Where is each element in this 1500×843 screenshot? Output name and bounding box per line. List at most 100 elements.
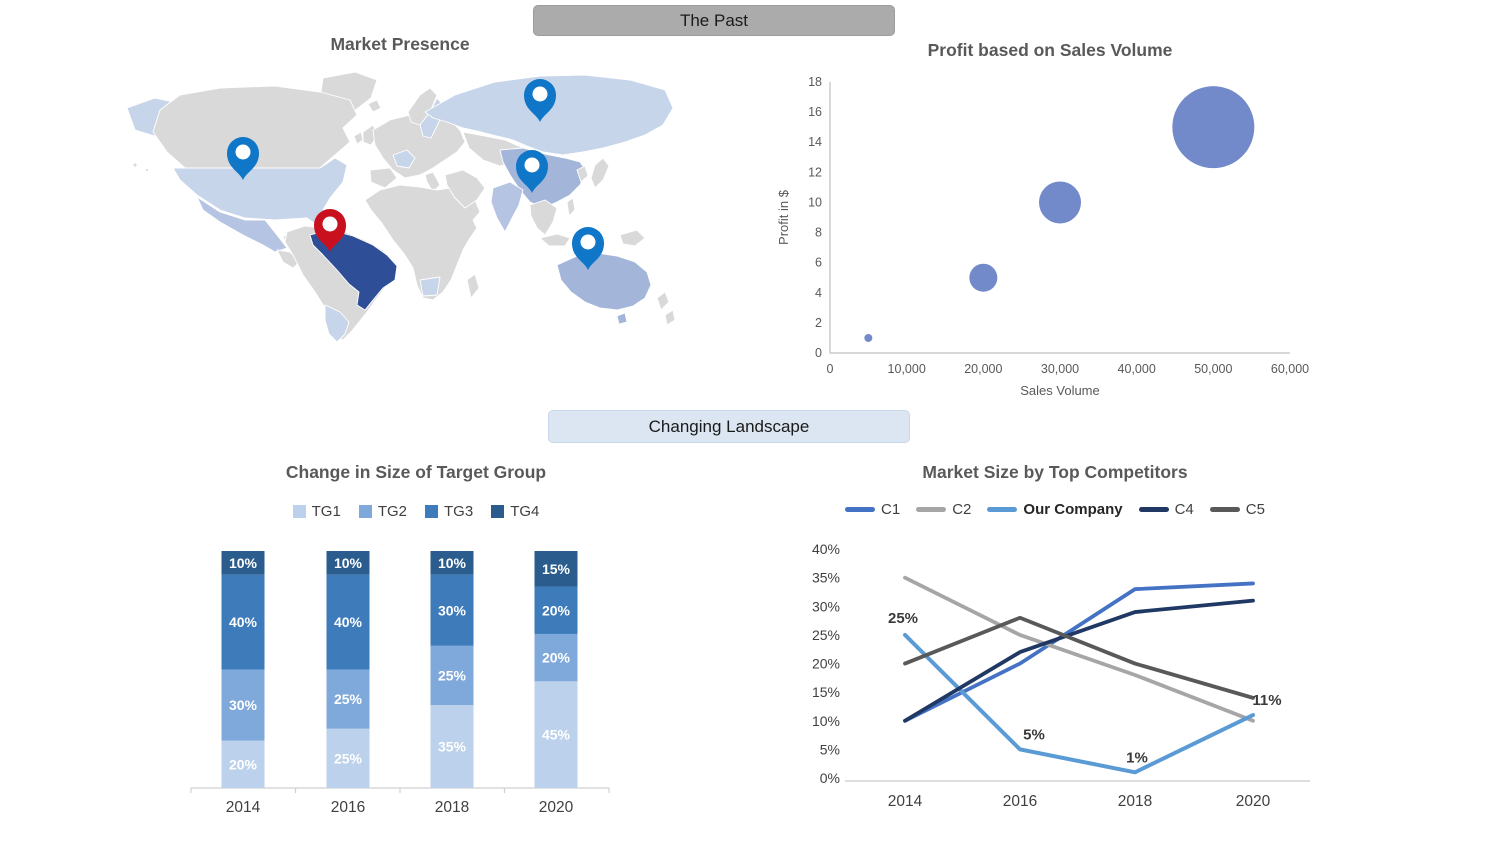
line-series-c2	[903, 575, 1255, 723]
bar-segment-tg3	[221, 574, 265, 670]
y-tick-label: 20%	[812, 656, 840, 672]
bubble-chart: 0 2 4 6 8 10 12 14 16 18 0 10,000 20,000 30,000 40,000…	[776, 75, 1309, 398]
legend-label: Our Company	[1023, 501, 1123, 518]
y-tick-label: 12	[808, 165, 822, 179]
bar-segment-tg3	[326, 574, 370, 670]
y-tick-label: 15%	[812, 684, 840, 700]
x-category-label: 2016	[331, 799, 365, 816]
x-category-label: 2014	[888, 793, 923, 810]
location-pin-icon-australia	[572, 227, 604, 270]
section-banner-changing-landscape: Changing Landscape	[548, 410, 910, 443]
y-tick-label: 5%	[820, 741, 840, 757]
x-category-label: 2020	[539, 799, 574, 816]
bar-segment-label: 30%	[229, 697, 258, 713]
bubble-point	[864, 333, 873, 342]
bar-segment-label: 20%	[542, 602, 571, 618]
pin-hole	[235, 144, 251, 160]
bubble-chart-title: Profit based on Sales Volume	[927, 40, 1173, 60]
legend-label: C1	[881, 501, 901, 518]
y-tick-label: 0%	[820, 770, 840, 786]
bar-chart-legend: TG1 TG2 TG3 TG4	[186, 503, 646, 520]
legend-label: TG3	[444, 503, 474, 520]
axes	[829, 82, 1290, 354]
region-russia	[424, 74, 674, 156]
y-tick-label: 35%	[812, 570, 840, 586]
map-pins	[227, 79, 604, 270]
region-australia	[556, 252, 652, 311]
region-iberia	[369, 167, 398, 189]
data-label: 25%	[888, 610, 918, 627]
bar-segment-label: 10%	[229, 555, 258, 571]
category-axis	[190, 787, 610, 793]
location-pin-icon-brazil	[314, 209, 346, 252]
bar-segment-tg1	[534, 681, 578, 788]
x-tick-label: 0	[827, 362, 834, 376]
legend-item-our-company: Our Company	[987, 501, 1123, 518]
x-tick-label: 50,000	[1194, 362, 1232, 376]
bar-segment-tg4	[326, 551, 370, 575]
legend-label: C4	[1174, 501, 1194, 518]
bar-segment-label: 40%	[334, 614, 363, 630]
bar-segment-tg2	[326, 669, 370, 729]
bar-segment-tg1	[326, 728, 370, 788]
region-italy	[424, 171, 441, 193]
legend-item-tg4: TG4	[491, 503, 539, 520]
y-tick-label: 30%	[812, 598, 840, 614]
region-philippines	[566, 197, 576, 217]
legend-label: C5	[1245, 501, 1265, 518]
bar-segment-label: 35%	[438, 739, 467, 755]
y-tick-label: 2	[815, 316, 822, 330]
region-madagascar	[466, 273, 480, 299]
y-tick-label: 6	[815, 256, 822, 270]
pin-hole	[524, 157, 540, 173]
legend-item-c1: C1	[845, 501, 900, 518]
location-pin-icon-united-states	[227, 137, 259, 180]
bar-segment-tg4	[534, 551, 578, 587]
bar-segment-label: 25%	[438, 667, 467, 683]
region-hawaii	[132, 162, 138, 168]
region-new-guinea	[619, 229, 646, 247]
region-middle-east	[444, 169, 486, 209]
world-map	[126, 71, 675, 343]
y-axis-title: Profit in $	[776, 189, 791, 245]
bubble-point	[1039, 181, 1081, 224]
bar-segment-label: 10%	[438, 555, 467, 571]
legend-label: C2	[952, 501, 972, 518]
x-tick-label: 20,000	[964, 362, 1002, 376]
legend-label: TG4	[510, 503, 540, 520]
section-banner-the-past: The Past	[533, 5, 895, 36]
legend-item-c5: C5	[1209, 501, 1265, 518]
bar-segment-tg2	[430, 645, 474, 706]
region-new-zealand	[656, 291, 675, 326]
x-tick-label: 10,000	[888, 362, 926, 376]
legend-item-tg2: TG2	[358, 503, 407, 520]
bar-segment-tg4	[430, 551, 474, 575]
pin-hole	[580, 234, 596, 250]
region-tasmania	[616, 312, 628, 325]
line-chart: 40% 35% 30% 25% 20% 15% 10% 5% 0% 2014 2016 2018 202…	[812, 541, 1310, 810]
map-regions	[126, 71, 675, 343]
data-label: 5%	[1023, 726, 1045, 743]
x-category-label: 2018	[435, 799, 469, 816]
line-chart-legend: C1 C2 Our Company C4 C5	[790, 501, 1320, 518]
pin-hole	[322, 216, 338, 232]
bar-chart-title: Change in Size of Target Group	[285, 462, 547, 482]
legend-item-c2: C2	[916, 501, 971, 518]
bubble-point	[969, 263, 998, 292]
bar-segment-tg1	[430, 705, 474, 788]
bar-segment-label: 15%	[542, 561, 571, 577]
region-france	[392, 149, 416, 169]
bar-segment-label: 30%	[438, 602, 467, 618]
legend-swatch	[491, 505, 505, 518]
line-series-c4	[903, 598, 1255, 723]
data-label: 11%	[1252, 692, 1281, 709]
y-tick-label: 14	[808, 135, 822, 149]
region-argentina	[324, 304, 350, 343]
region-brazil	[309, 229, 398, 311]
legend-swatch	[358, 505, 372, 518]
bar-segment-tg3	[430, 574, 474, 646]
legend-item-tg3: TG3	[425, 503, 473, 520]
y-tick-label: 0	[815, 346, 822, 360]
bar-segment-label: 20%	[229, 756, 258, 772]
line-chart-title: Market Size by Top Competitors	[922, 462, 1188, 482]
